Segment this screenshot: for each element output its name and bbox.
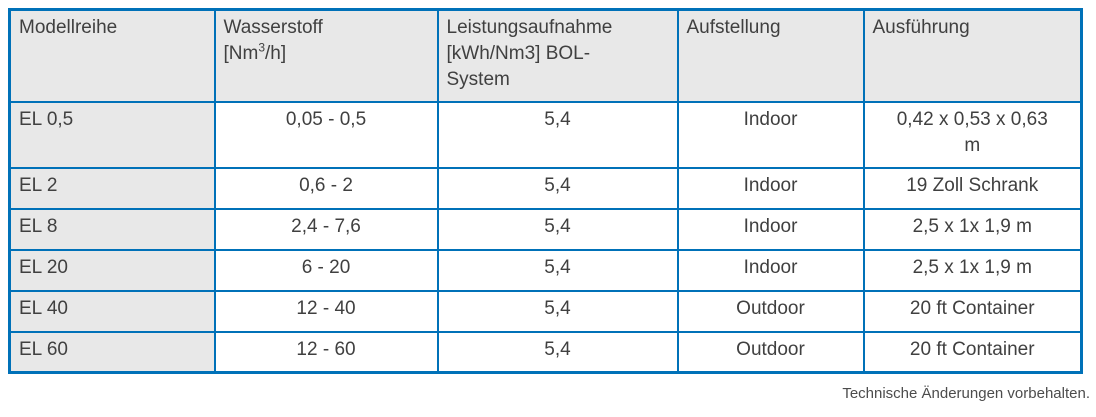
table-row-el-60: EL 60 12 - 60 5,4 Outdoor 20 ft Containe… <box>8 330 1083 374</box>
cell-leistung: 5,4 <box>436 100 679 169</box>
unit-superscript: 3 <box>258 40 266 55</box>
cell-model: EL 60 <box>8 330 216 374</box>
cell-model: EL 20 <box>8 248 216 292</box>
cell-leistung: 5,4 <box>436 289 679 333</box>
cell-ausfuehrung: 20 ft Container <box>862 330 1083 374</box>
table-row-el-2: EL 2 0,6 - 2 5,4 Indoor 19 Zoll Schrank <box>8 166 1083 210</box>
cell-leistung: 5,4 <box>436 330 679 374</box>
cell-ausfuehrung: 0,42 x 0,53 x 0,63 m <box>862 100 1083 169</box>
cell-model: EL 0,5 <box>8 100 216 169</box>
electrolyser-spec-table: Modellreihe Wasserstoff [Nm3/h] Leistung… <box>8 8 1083 374</box>
col-header-wasserstoff: Wasserstoff [Nm3/h] <box>213 8 439 103</box>
cell-aufstellung: Indoor <box>676 207 865 251</box>
table-row-el-8: EL 8 2,4 - 7,6 5,4 Indoor 2,5 x 1x 1,9 m <box>8 207 1083 251</box>
cell-wasserstoff: 12 - 60 <box>213 330 439 374</box>
col-header-modellreihe: Modellreihe <box>8 8 216 103</box>
cell-model: EL 2 <box>8 166 216 210</box>
cell-wasserstoff: 0,6 - 2 <box>213 166 439 210</box>
table-header-row: Modellreihe Wasserstoff [Nm3/h] Leistung… <box>8 8 1083 103</box>
cell-aufstellung: Outdoor <box>676 330 865 374</box>
cell-leistung: 5,4 <box>436 207 679 251</box>
cell-leistung: 5,4 <box>436 166 679 210</box>
table-row-el-20: EL 20 6 - 20 5,4 Indoor 2,5 x 1x 1,9 m <box>8 248 1083 292</box>
cell-wasserstoff: 12 - 40 <box>213 289 439 333</box>
header-line: Leistungsaufnahme <box>446 17 613 38</box>
cell-line: 0,42 x 0,53 x 0,63 <box>896 108 1048 130</box>
header-line: System <box>446 69 510 91</box>
cell-ausfuehrung: 19 Zoll Schrank <box>862 166 1083 210</box>
cell-aufstellung: Outdoor <box>676 289 865 333</box>
cell-line: m <box>964 134 981 156</box>
cell-leistung: 5,4 <box>436 248 679 292</box>
col-header-leistungsaufnahme: Leistungsaufnahme [kWh/Nm3] BOL- System <box>436 8 679 103</box>
unit-prefix: [Nm <box>223 43 259 65</box>
cell-model: EL 8 <box>8 207 216 251</box>
footer-note: Technische Änderungen vorbehalten. <box>842 385 1090 402</box>
cell-aufstellung: Indoor <box>676 248 865 292</box>
cell-aufstellung: Indoor <box>676 100 865 169</box>
col-header-ausfuehrung: Ausführung <box>862 8 1083 103</box>
cell-wasserstoff: 6 - 20 <box>213 248 439 292</box>
cell-ausfuehrung: 2,5 x 1x 1,9 m <box>862 248 1083 292</box>
unit-suffix: /h] <box>265 43 287 65</box>
header-line-unit: [Nm3/h] <box>224 41 429 67</box>
cell-wasserstoff: 2,4 - 7,6 <box>213 207 439 251</box>
cell-model: EL 40 <box>8 289 216 333</box>
header-line: Wasserstoff <box>223 17 323 38</box>
table-row-el-0-5: EL 0,5 0,05 - 0,5 5,4 Indoor 0,42 x 0,53… <box>8 100 1083 169</box>
cell-ausfuehrung: 2,5 x 1x 1,9 m <box>862 207 1083 251</box>
cell-wasserstoff: 0,05 - 0,5 <box>213 100 439 169</box>
cell-ausfuehrung: 20 ft Container <box>862 289 1083 333</box>
col-header-aufstellung: Aufstellung <box>676 8 865 103</box>
header-line: [kWh/Nm3] BOL- <box>446 43 591 65</box>
cell-aufstellung: Indoor <box>676 166 865 210</box>
table-row-el-40: EL 40 12 - 40 5,4 Outdoor 20 ft Containe… <box>8 289 1083 333</box>
